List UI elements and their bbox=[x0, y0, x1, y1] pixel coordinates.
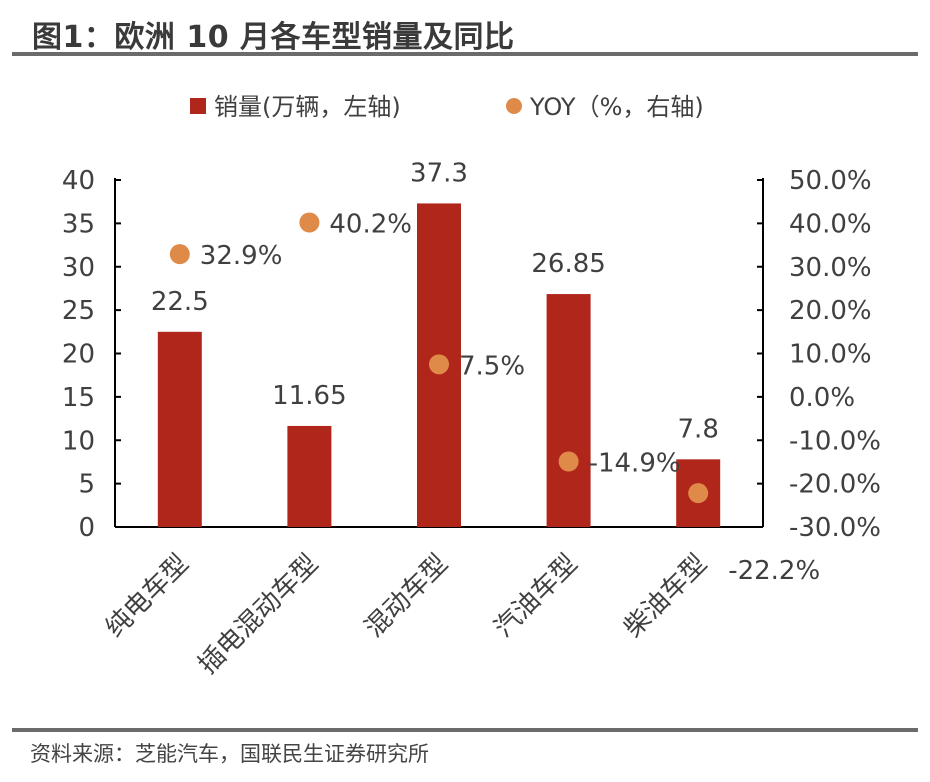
sales-bar-label: 11.65 bbox=[272, 381, 346, 411]
left-axis-tick-label: 0 bbox=[78, 513, 95, 543]
sales-bar-label: 26.85 bbox=[531, 249, 605, 279]
left-axis-tick-label: 10 bbox=[62, 426, 95, 456]
yoy-point-label: -22.2% bbox=[728, 556, 820, 586]
yoy-point bbox=[169, 244, 190, 265]
sales-bar-label: 22.5 bbox=[151, 287, 209, 317]
right-axis-tick-label: 40.0% bbox=[789, 209, 872, 239]
right-axis-tick-label: 0.0% bbox=[789, 383, 855, 413]
bar-chart: 销量(万辆，左轴) YOY（%，右轴) 0 5 10 15 20 25 30 35 40 -30… bbox=[62, 93, 881, 681]
sales-bar bbox=[546, 294, 591, 527]
right-axis-tick-label: -10.0% bbox=[789, 426, 881, 456]
figure-title: 图1：欧洲 10 月各车型销量及同比 bbox=[32, 20, 515, 55]
source-note: 资料来源：芝能汽车，国联民生证券研究所 bbox=[30, 742, 429, 766]
yoy-point-label: 7.5% bbox=[459, 351, 525, 381]
yoy-point bbox=[299, 212, 320, 233]
yoy-point bbox=[558, 451, 579, 472]
left-axis-tick-label: 40 bbox=[62, 166, 95, 196]
footer-rule bbox=[12, 728, 918, 732]
yoy-point-label: 32.9% bbox=[200, 241, 283, 271]
right-axis-tick-label: 10.0% bbox=[789, 340, 872, 370]
left-axis-tick-label: 30 bbox=[62, 253, 95, 283]
yoy-series: 32.9% 40.2% 7.5% -14.9% -22.2% bbox=[169, 210, 820, 586]
x-axis-category-label: 插电混动车型 bbox=[193, 549, 325, 681]
sales-bar-label: 7.8 bbox=[678, 414, 719, 444]
sales-bar bbox=[157, 331, 202, 527]
sales-bar-label: 37.3 bbox=[410, 158, 468, 188]
legend-swatch-sales bbox=[190, 98, 206, 114]
legend-label-yoy: YOY（%，右轴) bbox=[529, 93, 704, 121]
right-axis: -30.0% -20.0% -10.0% 0.0% 10.0% 20.0% 30.0% 40.… bbox=[757, 166, 881, 543]
yoy-point-label: -14.9% bbox=[589, 449, 681, 479]
right-axis-tick-label: -30.0% bbox=[789, 513, 881, 543]
yoy-point-label: 40.2% bbox=[329, 210, 412, 240]
left-axis-tick-label: 25 bbox=[62, 296, 95, 326]
left-axis-tick-label: 15 bbox=[62, 383, 95, 413]
yoy-point bbox=[688, 483, 709, 504]
sales-bar bbox=[287, 425, 332, 527]
x-axis-category-label: 混动车型 bbox=[359, 549, 454, 644]
left-axis-tick-label: 20 bbox=[62, 340, 95, 370]
chart-legend: 销量(万辆，左轴) YOY（%，右轴) bbox=[190, 93, 704, 121]
right-axis-tick-label: -20.0% bbox=[789, 470, 881, 500]
left-axis: 0 5 10 15 20 25 30 35 40 bbox=[62, 166, 121, 543]
right-axis-tick-label: 20.0% bbox=[789, 296, 872, 326]
x-axis-category-label: 纯电车型 bbox=[100, 549, 195, 644]
left-axis-tick-label: 5 bbox=[78, 470, 95, 500]
yoy-point bbox=[429, 354, 449, 375]
legend-swatch-yoy bbox=[506, 98, 522, 114]
legend-label-sales: 销量(万辆，左轴) bbox=[214, 93, 401, 121]
left-axis-tick-label: 35 bbox=[62, 209, 95, 239]
right-axis-tick-label: 50.0% bbox=[789, 166, 872, 196]
x-axis-category-label: 汽油车型 bbox=[489, 549, 584, 644]
x-axis-category-label: 柴油车型 bbox=[618, 549, 713, 644]
right-axis-tick-label: 30.0% bbox=[789, 253, 872, 283]
title-rule bbox=[12, 52, 918, 56]
